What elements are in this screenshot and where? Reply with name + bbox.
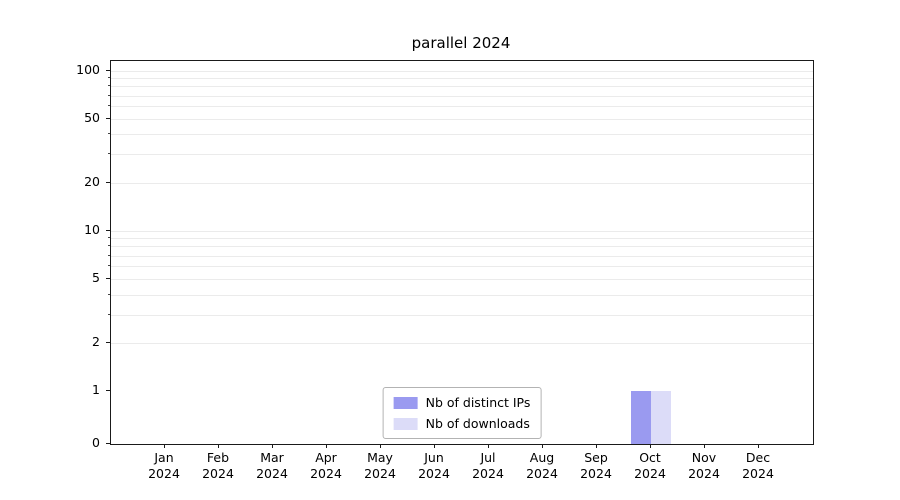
x-tick-label-jun: Jun 2024 (418, 450, 450, 481)
y-minor-tick-6 (108, 265, 110, 267)
bar-nb-of-distinct-ips-oct (631, 391, 651, 444)
y-tick-label-50: 50 (84, 109, 100, 125)
y-minor-tick-60 (108, 105, 110, 107)
y-tick-label-5: 5 (92, 270, 100, 286)
gridline-y-70 (111, 95, 813, 97)
x-tick-label-sep: Sep 2024 (580, 450, 612, 481)
gridline-y-60 (111, 106, 813, 108)
y-minor-tick-4 (108, 293, 110, 295)
gridline-y-50 (111, 118, 813, 120)
x-tick-mark-feb (218, 444, 219, 448)
x-tick-mark-jul (488, 444, 489, 448)
y-tick-mark-100 (106, 69, 110, 71)
y-tick-label-100: 100 (76, 61, 100, 77)
x-tick-mark-oct (650, 444, 651, 448)
y-tick-label-2: 2 (92, 333, 100, 349)
y-tick-mark-1 (106, 390, 110, 392)
x-tick-label-feb: Feb 2024 (202, 450, 234, 481)
gridline-y-40 (111, 134, 813, 136)
y-tick-mark-2 (106, 341, 110, 343)
x-tick-mark-dec (758, 444, 759, 448)
x-tick-label-mar: Mar 2024 (256, 450, 288, 481)
y-minor-tick-9 (108, 237, 110, 239)
x-tick-mark-mar (272, 444, 273, 448)
gridline-y-4 (111, 294, 813, 296)
gridline-y-9 (111, 238, 813, 240)
x-tick-mark-nov (704, 444, 705, 448)
x-tick-mark-jun (434, 444, 435, 448)
x-tick-label-jan: Jan 2024 (148, 450, 180, 481)
y-tick-mark-20 (106, 181, 110, 183)
gridline-y-80 (111, 86, 813, 88)
y-tick-label-10: 10 (84, 221, 100, 237)
legend-swatch-downloads (393, 417, 418, 430)
plot-area: Nb of distinct IPs Nb of downloads (110, 60, 814, 445)
y-minor-tick-8 (108, 245, 110, 247)
y-tick-mark-10 (106, 229, 110, 231)
gridline-y-5 (111, 279, 813, 281)
gridline-y-2 (111, 342, 813, 344)
x-tick-label-dec: Dec 2024 (742, 450, 774, 481)
y-minor-tick-7 (108, 254, 110, 256)
legend-label-distinct-ips: Nb of distinct IPs (425, 395, 531, 410)
y-minor-tick-90 (108, 77, 110, 79)
y-tick-mark-5 (106, 278, 110, 280)
y-minor-tick-30 (108, 153, 110, 155)
gridline-y-8 (111, 246, 813, 248)
x-tick-label-aug: Aug 2024 (526, 450, 558, 481)
y-tick-mark-50 (106, 117, 110, 119)
gridline-y-6 (111, 266, 813, 268)
x-tick-mark-sep (596, 444, 597, 448)
gridline-y-7 (111, 255, 813, 257)
legend-swatch-distinct-ips (393, 396, 418, 409)
x-tick-label-nov: Nov 2024 (688, 450, 720, 481)
bar-nb-of-downloads-oct (651, 391, 671, 444)
y-minor-tick-70 (108, 94, 110, 96)
gridline-y-90 (111, 78, 813, 80)
x-tick-label-jul: Jul 2024 (472, 450, 504, 481)
y-minor-tick-3 (108, 313, 110, 315)
x-tick-mark-jan (164, 444, 165, 448)
x-tick-label-oct: Oct 2024 (634, 450, 666, 481)
y-tick-label-1: 1 (92, 382, 100, 398)
y-minor-tick-80 (108, 85, 110, 87)
gridline-y-3 (111, 314, 813, 316)
chart-title: parallel 2024 (411, 34, 511, 52)
legend-label-downloads: Nb of downloads (425, 416, 530, 431)
legend-item-downloads: Nb of downloads (393, 416, 531, 431)
x-tick-mark-apr (326, 444, 327, 448)
x-tick-label-may: May 2024 (364, 450, 396, 481)
legend: Nb of distinct IPs Nb of downloads (382, 387, 542, 439)
y-tick-mark-0 (106, 443, 110, 444)
legend-item-distinct-ips: Nb of distinct IPs (393, 395, 531, 410)
gridline-y-30 (111, 154, 813, 156)
gridline-y-20 (111, 182, 813, 184)
gridline-y-100 (111, 70, 813, 72)
x-tick-mark-aug (542, 444, 543, 448)
y-tick-label-0: 0 (92, 435, 100, 450)
y-minor-tick-40 (108, 133, 110, 135)
gridline-y-10 (111, 230, 813, 232)
x-tick-label-apr: Apr 2024 (310, 450, 342, 481)
y-tick-label-20: 20 (84, 173, 100, 189)
x-tick-mark-may (380, 444, 381, 448)
